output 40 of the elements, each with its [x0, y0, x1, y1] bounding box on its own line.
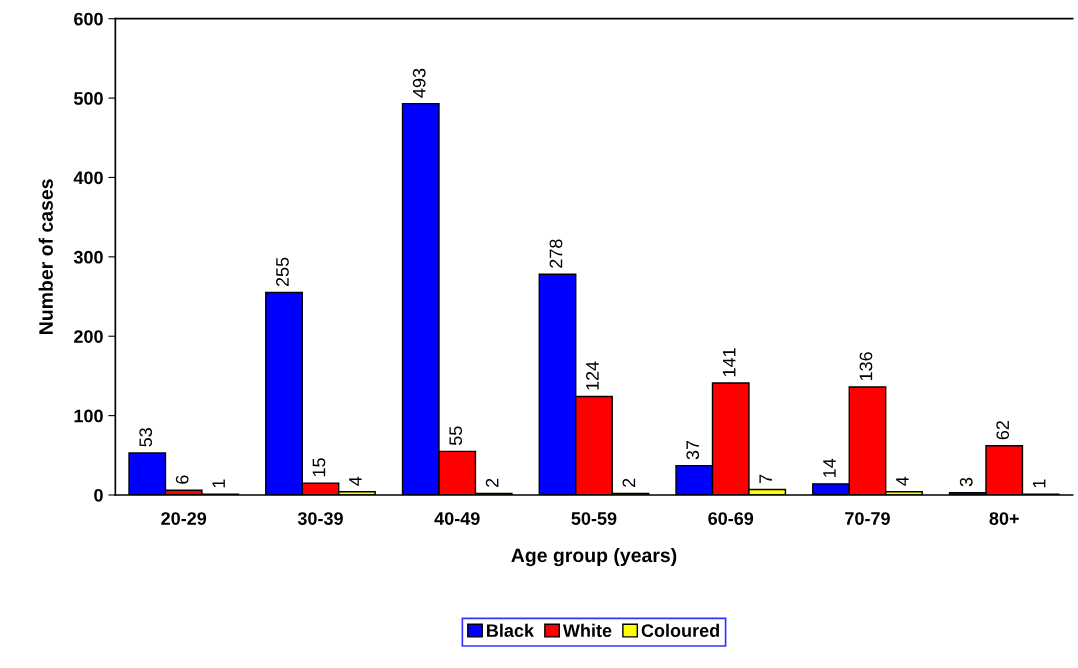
x-tick-label: 50-59	[571, 512, 617, 525]
data-label: 55	[449, 426, 463, 446]
data-label: 141	[722, 348, 736, 377]
y-tick-label: 400	[73, 171, 103, 185]
x-tick-label: 20-29	[161, 512, 207, 525]
x-tick-label: 80+	[989, 512, 1019, 525]
y-tick-label: 300	[73, 250, 103, 264]
y-tick-label: 600	[74, 12, 103, 26]
data-label: 1	[1032, 479, 1046, 488]
data-label: 7	[759, 474, 772, 483]
x-tick-label: 40-49	[434, 512, 480, 525]
data-label: 3	[959, 477, 973, 487]
data-label: 493	[412, 68, 426, 98]
data-label: 4	[896, 476, 909, 486]
legend-label: White	[562, 623, 612, 637]
data-label: 4	[349, 476, 362, 486]
legend-label: Coloured	[641, 623, 719, 637]
legend-label: Black	[487, 623, 535, 637]
x-tick-label: 30-39	[297, 512, 343, 525]
data-label: 1	[212, 479, 225, 488]
data-label: 14	[823, 458, 836, 477]
y-tick-label: 100	[74, 409, 103, 423]
y-axis-title: Number of cases	[38, 179, 53, 334]
data-label: 2	[485, 478, 499, 487]
x-axis-title: Age group (years)	[511, 547, 677, 567]
data-label: 124	[586, 361, 599, 390]
y-tick-label: 0	[94, 488, 103, 502]
data-label: 2	[622, 478, 636, 487]
data-label: 136	[859, 352, 873, 381]
x-tick-label: 70-79	[845, 512, 890, 525]
data-label: 62	[996, 421, 1010, 440]
y-tick-label: 500	[73, 92, 103, 105]
data-label: 15	[312, 458, 326, 477]
data-label: 6	[175, 475, 189, 484]
data-label: 255	[276, 257, 289, 287]
x-tick-label: 60-69	[708, 512, 754, 525]
data-label: 37	[686, 440, 700, 460]
y-tick-label: 200	[74, 330, 103, 343]
data-label: 53	[139, 428, 153, 447]
data-label: 278	[549, 239, 563, 268]
